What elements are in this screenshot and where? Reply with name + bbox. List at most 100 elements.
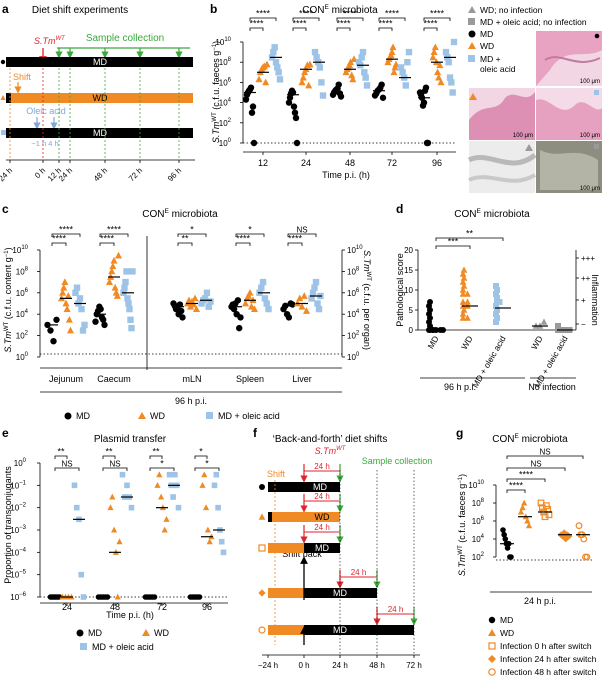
b-sig-md-wd-label: **** <box>423 19 438 29</box>
d-y-tick-label: 10 <box>404 286 413 295</box>
c-point <box>126 305 133 313</box>
e-point <box>78 571 85 578</box>
b-point-triangle <box>430 48 438 55</box>
c-point <box>113 292 121 299</box>
b-y-axis-tick-label: 106 <box>219 77 232 87</box>
c-sig-md-oleic-bracket <box>99 233 129 237</box>
scale-bar-3: 100 μm <box>580 133 600 139</box>
panel-g: g CONE microbiota S.TmWT (c.f.u. faeces … <box>456 426 597 677</box>
c-legend-wd: WD <box>150 411 165 421</box>
e-point <box>199 481 206 488</box>
c-point <box>76 295 84 302</box>
panel-f-title: ‘Back-and-forth’ diet shifts <box>273 434 388 445</box>
d-point <box>494 315 500 321</box>
c-point <box>314 300 321 307</box>
f-bar-segment <box>268 625 304 635</box>
c-point <box>309 289 317 296</box>
b-point-circle <box>250 139 258 147</box>
c-point <box>61 278 69 285</box>
c-y-axis-right-tick-label: 104 <box>347 309 360 319</box>
c-legend-marker-oleic <box>206 412 213 419</box>
g-y-axis-tick-label: 106 <box>472 516 485 526</box>
e-point <box>172 471 178 478</box>
f-row-marker <box>258 544 266 552</box>
b-point-triangle <box>298 78 306 86</box>
b-x-tick-label: 12 <box>258 158 268 168</box>
c-point <box>128 324 135 332</box>
f-duration-label: 24 h <box>314 462 330 471</box>
c-point <box>108 267 116 275</box>
b-point-circle <box>248 109 256 116</box>
d-y-tick-label: 15 <box>404 266 413 275</box>
panel-letter-g: g <box>456 426 463 440</box>
b-y-axis-tick-label: 104 <box>219 98 232 108</box>
d-point <box>459 310 467 317</box>
c-legend-oleic: MD + oleic acid <box>218 411 280 421</box>
b-sig-md-wd-bracket <box>423 27 438 31</box>
e-x-tick-label: 24 <box>62 602 72 612</box>
d-point <box>459 286 467 293</box>
row-marker-oleic <box>1 130 6 135</box>
c-y-axis-right-tick-label: 108 <box>347 266 360 276</box>
d-point <box>494 295 500 301</box>
c-point <box>205 303 212 310</box>
d-right-tick-label: +++ <box>581 254 595 263</box>
b-point-triangle <box>390 68 398 76</box>
f-bar-segment <box>304 588 377 598</box>
c-point <box>241 299 250 307</box>
e-point <box>80 594 87 600</box>
g-y-axis-tick-label: 102 <box>472 552 485 562</box>
c-sig-md-oleic-bracket <box>287 233 317 237</box>
b-sig-md-oleic-bracket <box>336 17 364 21</box>
panel-c-ylabel-right: S.TmWT (c.f.u. per organ) <box>362 250 372 350</box>
c-point <box>258 284 265 291</box>
g-y-axis-tick-label: 104 <box>472 534 485 544</box>
c-point <box>298 302 306 310</box>
c-point <box>123 268 130 275</box>
g-point <box>501 531 507 538</box>
b-point-triangle <box>431 43 439 51</box>
c-sig-md-wd-bracket <box>287 242 303 246</box>
b-point-triangle <box>388 48 396 55</box>
oleic-label: Oleic acid <box>26 106 66 116</box>
panel-g-title: CONE microbiota <box>492 433 568 445</box>
c-y-axis-right-tick-label: 1010 <box>347 245 363 255</box>
d-x-tick-label: MD <box>425 334 440 350</box>
b-point-triangle <box>347 58 355 66</box>
panel-e-legend: MD WD MD + oleic acid <box>76 628 169 652</box>
bar-md-2 <box>6 128 193 138</box>
b-point-square <box>445 59 452 66</box>
a-time-tick-label: 72 h <box>127 166 144 183</box>
g-sig-4-bracket <box>506 489 526 493</box>
c-point <box>186 302 195 310</box>
c-point <box>122 278 129 286</box>
b-point-square <box>402 82 409 89</box>
g-point <box>519 504 526 511</box>
c-sig-md-wd-bracket <box>235 242 251 246</box>
f-sample-collection: Sample collection <box>362 456 433 466</box>
f-bar-segment <box>304 543 340 553</box>
b-point-square <box>270 48 277 56</box>
b-y-axis-tick-label: 108 <box>219 57 232 67</box>
b-point-triangle <box>306 60 314 68</box>
d-y-tick-label: 0 <box>409 326 414 335</box>
e-point <box>124 482 130 489</box>
b-sig-md-wd-label: **** <box>249 19 264 29</box>
d-group-label-1: 96 h p.i. <box>444 382 476 392</box>
sample-arrows <box>55 48 183 59</box>
b-point-square <box>450 38 458 46</box>
e-point <box>206 538 213 545</box>
c-point <box>81 321 88 329</box>
c-y-axis-right-tick-label: 102 <box>347 331 360 341</box>
g-y-axis-tick-label: 1010 <box>468 480 484 490</box>
histo-wd-noinf-marker <box>525 144 533 151</box>
legend-marker-wd <box>468 42 476 49</box>
c-point <box>237 314 244 321</box>
d-right-tick-label: − <box>581 320 586 329</box>
g-legend-md: MD <box>500 615 513 625</box>
d-point <box>460 306 468 313</box>
g-legend-marker-24h <box>488 655 496 663</box>
panel-e-xlabel: Time p.i. (h) <box>106 610 154 620</box>
b-point-triangle <box>305 81 313 89</box>
